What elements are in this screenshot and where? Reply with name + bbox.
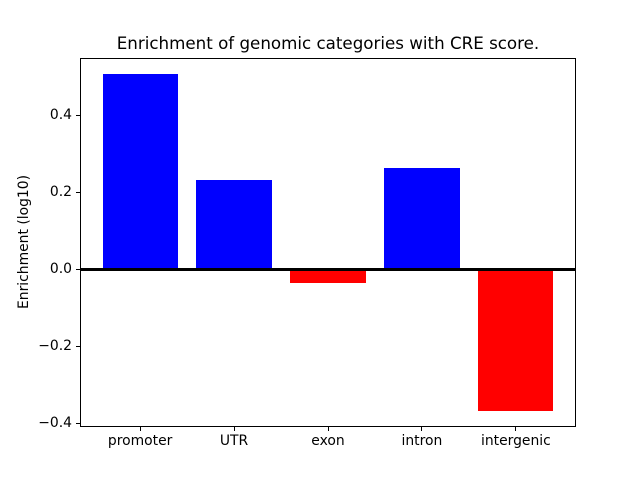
x-tick-label: UTR: [219, 433, 249, 450]
x-tick-label: exon: [311, 433, 345, 450]
x-tick-mark: [233, 427, 235, 432]
y-tick-mark: [76, 268, 80, 270]
x-tick-label: intergenic: [480, 433, 551, 450]
bar-intergenic: [478, 269, 554, 411]
bar-intron: [384, 168, 460, 270]
x-tick-mark: [327, 427, 329, 432]
y-tick-label: −0.4: [38, 415, 72, 432]
x-tick-mark: [515, 427, 517, 432]
y-tick-mark: [76, 191, 80, 193]
x-tick-label: promoter: [107, 433, 173, 450]
x-tick-mark: [421, 427, 423, 432]
x-tick-mark: [139, 427, 141, 432]
y-tick-label: 0.0: [49, 261, 72, 278]
y-tick-mark: [76, 422, 80, 424]
chart-title: Enrichment of genomic categories with CR…: [116, 33, 540, 53]
y-tick-label: −0.2: [38, 338, 72, 355]
bar-promoter: [102, 74, 178, 270]
x-tick-label: intron: [401, 433, 443, 450]
y-tick-label: 0.4: [49, 107, 72, 124]
y-tick-mark: [76, 114, 80, 116]
y-tick-mark: [76, 345, 80, 347]
zero-line: [80, 267, 576, 271]
y-tick-label: 0.2: [49, 184, 72, 201]
bar-exon: [290, 269, 366, 283]
bar-UTR: [196, 179, 272, 270]
